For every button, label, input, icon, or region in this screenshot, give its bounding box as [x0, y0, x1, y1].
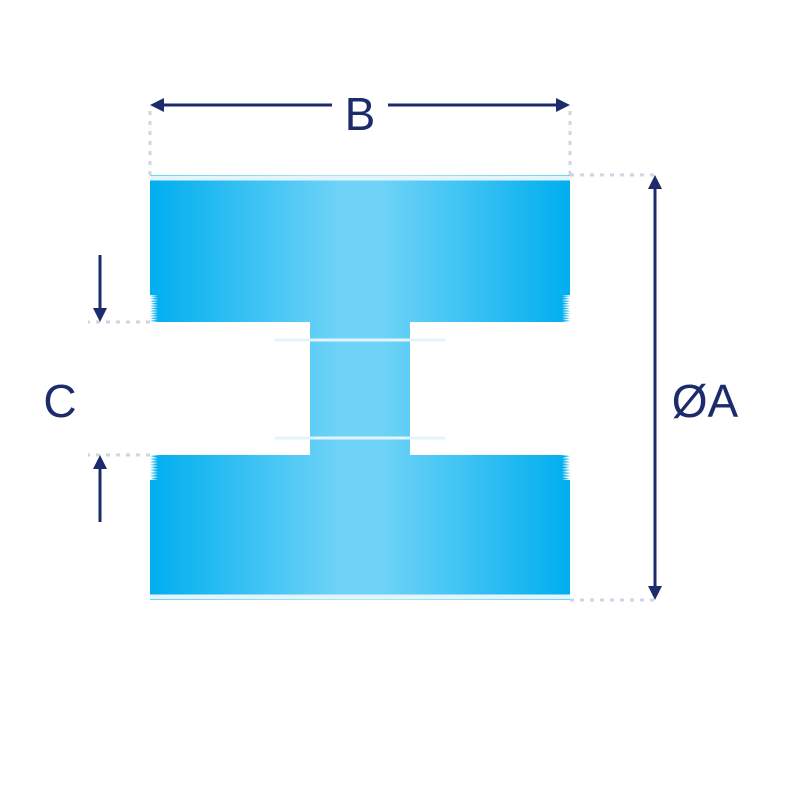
dim-label-b: B — [345, 88, 376, 140]
arrowhead — [648, 586, 662, 600]
arrowhead — [648, 175, 662, 189]
arrowhead — [150, 98, 164, 112]
dim-label-c: C — [43, 375, 76, 427]
arrowhead — [556, 98, 570, 112]
part-body — [150, 175, 570, 600]
arrowhead — [93, 308, 107, 322]
dim-label-a: ØA — [672, 375, 739, 427]
arrowhead — [93, 455, 107, 469]
